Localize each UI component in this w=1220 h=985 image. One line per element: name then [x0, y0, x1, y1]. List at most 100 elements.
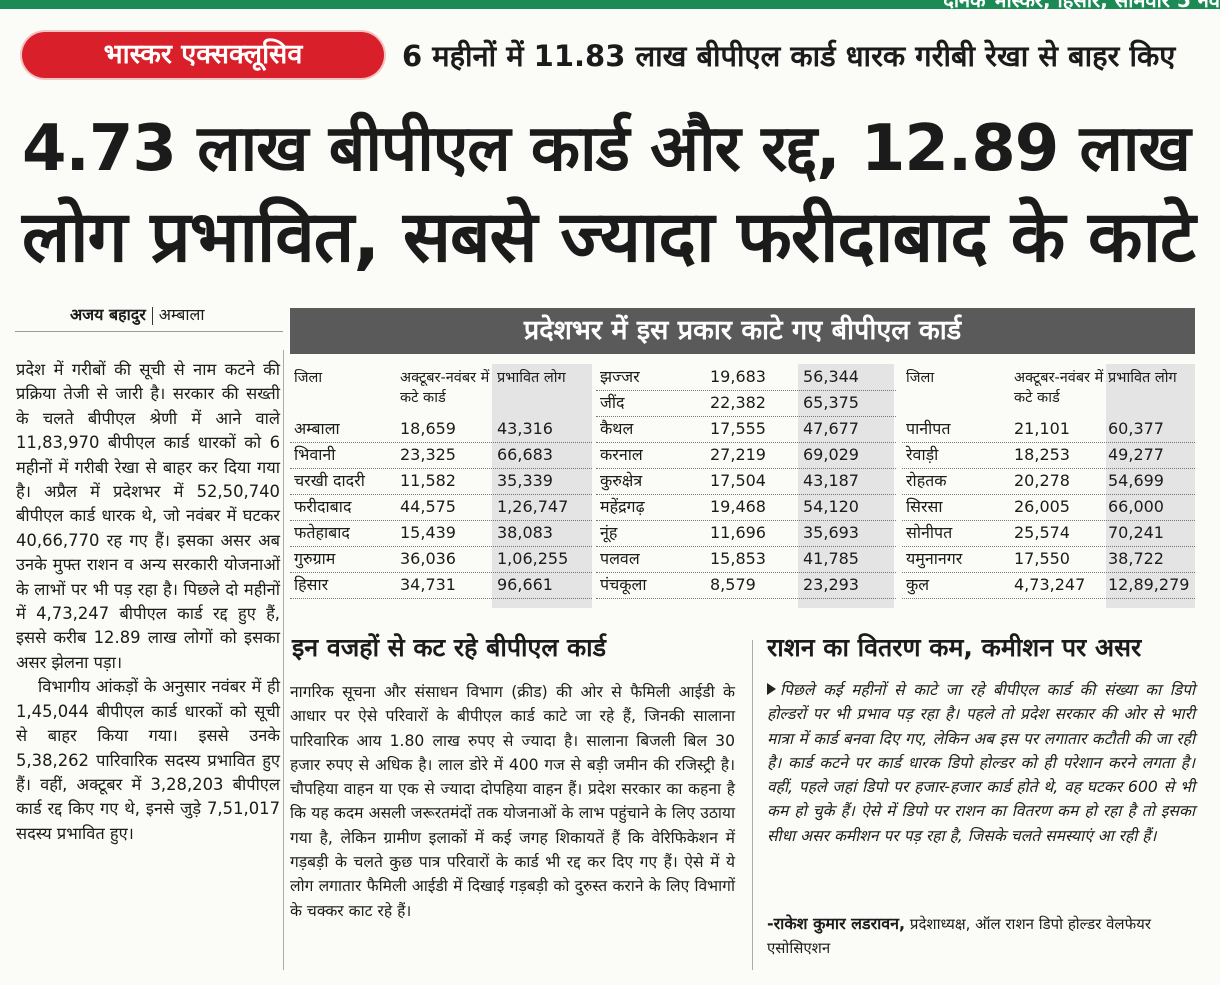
table-row: फरीदाबाद 44,575 1,26,747 [290, 494, 592, 521]
table-row: सिरसा 26,005 66,000 [902, 494, 1195, 521]
table-row: झज्जर 19,683 56,344 [596, 364, 896, 391]
table-row: भिवानी 23,325 66,683 [290, 442, 592, 469]
district: नूंह [600, 523, 618, 542]
cell: 66,683 [497, 445, 553, 464]
cell: 17,555 [710, 419, 766, 438]
table-row: पलवल 15,853 41,785 [596, 546, 896, 573]
quote-source: -राकेश कुमार लडरावन, प्रदेशाध्यक्ष, ऑल र… [767, 912, 1195, 960]
cell: 25,574 [1014, 523, 1070, 542]
table-row: जींद 22,382 65,375 [596, 390, 896, 417]
cell: 96,661 [497, 575, 553, 594]
district: महेंद्रगढ़ [600, 497, 645, 516]
table-row: सोनीपत 25,574 70,241 [902, 520, 1195, 547]
cell: 54,699 [1108, 471, 1164, 490]
header-row: जिला अक्टूबर-नवंबर में कटे कार्ड प्रभावित … [902, 364, 1195, 416]
district: करनाल [600, 445, 643, 464]
table-row: हिसार 34,731 96,661 [290, 572, 592, 599]
column-header: अक्टूबर-नवंबर में कटे कार्ड [400, 370, 490, 406]
table-row: अम्बाला 18,659 43,316 [290, 416, 592, 443]
district: यमुनानगर [906, 549, 963, 568]
cell: 35,339 [497, 471, 553, 490]
district: अम्बाला [294, 419, 340, 438]
district: गुरुग्राम [294, 549, 336, 568]
cell: 56,344 [803, 367, 859, 386]
body-text: पिछले कई महीनों से काटे जा रहे बीपीएल का… [767, 681, 1195, 845]
district: कुल [906, 575, 930, 594]
cell: 66,000 [1108, 497, 1164, 516]
district: कैथल [600, 419, 634, 438]
table-row: कुल 4,73,247 12,89,279 [902, 572, 1195, 599]
cell: 11,696 [710, 523, 766, 542]
section-body: पिछले कई महीनों से काटे जा रहे बीपीएल का… [767, 678, 1195, 848]
column-header: अक्टूबर-नवंबर में कटे कार्ड [1014, 370, 1104, 406]
cell: 4,73,247 [1014, 575, 1086, 594]
cell: 17,550 [1014, 549, 1070, 568]
district: चरखी दादरी [294, 471, 365, 490]
cell: 19,683 [710, 367, 766, 386]
cell: 26,005 [1014, 497, 1070, 516]
cell: 23,325 [400, 445, 456, 464]
cell: 43,316 [497, 419, 553, 438]
headline: लोग प्रभावित, सबसे ज्यादा फरीदाबाद के का… [22, 195, 1196, 278]
masthead-strip: दैनिक भास्कर, हिसार, सोमवार 5 नव [0, 0, 1220, 9]
cell: 18,253 [1014, 445, 1070, 464]
district: फतेहाबाद [294, 523, 350, 542]
cell: 8,579 [710, 575, 756, 594]
table-row: पंचकूला 8,579 23,293 [596, 572, 896, 599]
shaded-column [1106, 364, 1195, 608]
cell: 38,083 [497, 523, 553, 542]
paragraph: विभागीय आंकड़ों के अनुसार नवंबर में ही 1… [16, 677, 280, 843]
masthead: दैनिक भास्कर, हिसार, सोमवार 5 नव [943, 0, 1220, 9]
cell: 27,219 [710, 445, 766, 464]
cell: 60,377 [1108, 419, 1164, 438]
cell: 20,278 [1014, 471, 1070, 490]
cell: 43,187 [803, 471, 859, 490]
cell: 38,722 [1108, 549, 1164, 568]
table-row: महेंद्रगढ़ 19,468 54,120 [596, 494, 896, 521]
cell: 19,468 [710, 497, 766, 516]
section-heading: राशन का वितरण कम, कमीशन पर असर [767, 633, 1142, 662]
table-panel: झज्जर 19,683 56,344 जींद 22,382 65,375 कैथल 17,… [596, 364, 896, 608]
district: झज्जर [600, 367, 640, 386]
cell: 69,029 [803, 445, 859, 464]
cell: 18,659 [400, 419, 456, 438]
table-panel: जिला अक्टूबर-नवंबर में कटे कार्ड प्रभावित … [290, 364, 592, 608]
section-heading: इन वजहों से कट रहे बीपीएल कार्ड [292, 633, 607, 662]
headline: 4.73 लाख बीपीएल कार्ड और रद्द, 12.89 लाख [22, 112, 1191, 186]
cell: 65,375 [803, 393, 859, 412]
paragraph: प्रदेश में गरीबों की सूची से नाम कटने की… [16, 360, 280, 672]
district: जींद [600, 393, 625, 412]
cell: 21,101 [1014, 419, 1070, 438]
table-row: यमुनानगर 17,550 38,722 [902, 546, 1195, 573]
table-title: प्रदेशभर में इस प्रकार काटे गए बीपीएल का… [290, 308, 1195, 354]
column-header: जिला [294, 370, 323, 386]
shaded-column [492, 364, 592, 608]
intro: प्रदेश में गरीबों की सूची से नाम कटने की… [16, 358, 280, 846]
rule [15, 331, 283, 332]
author: अजय बहादुर [70, 305, 146, 324]
table-row: पानीपत 21,101 60,377 [902, 416, 1195, 443]
cell: 1,06,255 [497, 549, 569, 568]
badge: भास्कर एक्सक्लूसिव [22, 32, 384, 78]
cell: 47,677 [803, 419, 859, 438]
column-header: प्रभावित लोग [1108, 370, 1177, 386]
byline: अजय बहादुर अम्बाला [70, 303, 204, 325]
district: पानीपत [906, 419, 951, 438]
table-row: गुरुग्राम 36,036 1,06,255 [290, 546, 592, 573]
district: पंचकूला [600, 575, 647, 594]
shaded-column [798, 364, 894, 608]
table-row: रेवाड़ी 18,253 49,277 [902, 442, 1195, 469]
cell: 70,241 [1108, 523, 1164, 542]
cell: 23,293 [803, 575, 859, 594]
cell: 44,575 [400, 497, 456, 516]
district: फरीदाबाद [294, 497, 352, 516]
table-row: रोहतक 20,278 54,699 [902, 468, 1195, 495]
place: अम्बाला [158, 305, 205, 324]
district: सोनीपत [906, 523, 953, 542]
cell: 1,26,747 [497, 497, 569, 516]
district: सिरसा [906, 497, 943, 516]
cell: 35,693 [803, 523, 859, 542]
section-body: नागरिक सूचना और संसाधन विभाग (क्रीड) की … [290, 683, 735, 920]
table-row: करनाल 27,219 69,029 [596, 442, 896, 469]
cell: 15,439 [400, 523, 456, 542]
